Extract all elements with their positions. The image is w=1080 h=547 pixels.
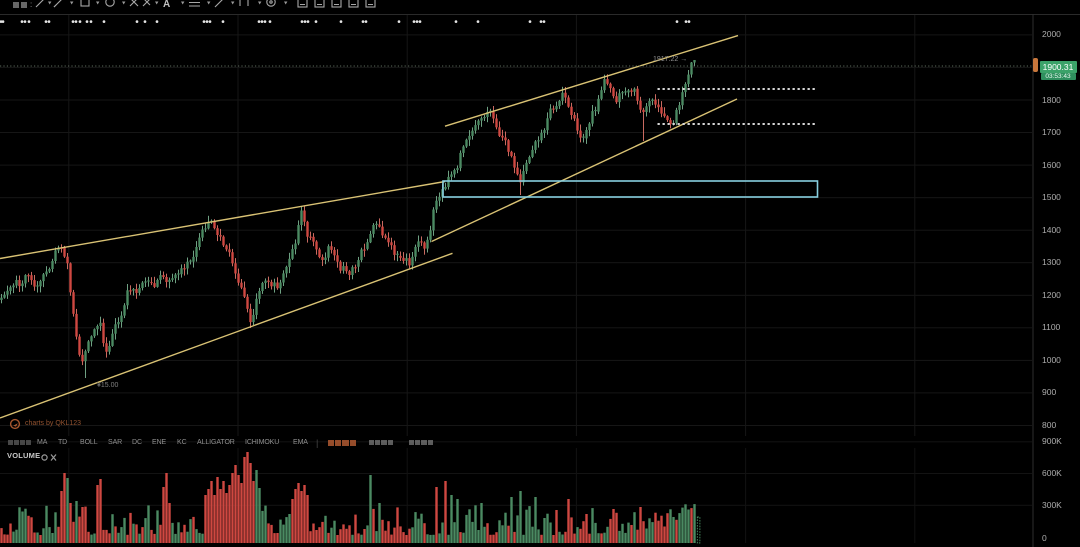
svg-text:A: A (163, 0, 170, 10)
